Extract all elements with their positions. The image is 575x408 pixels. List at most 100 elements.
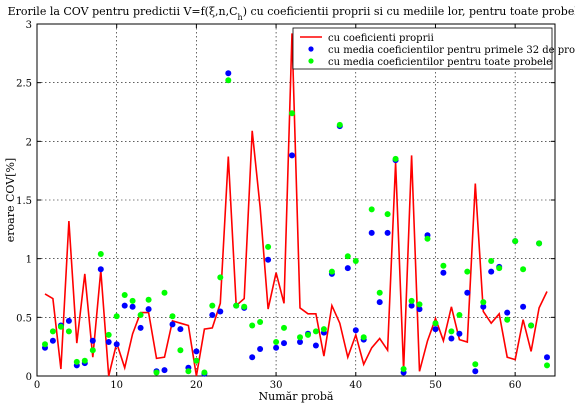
data-point bbox=[73, 358, 80, 365]
data-point bbox=[169, 313, 176, 320]
x-tick-label: 50 bbox=[429, 380, 442, 391]
data-point bbox=[297, 334, 303, 341]
x-tick-label: 40 bbox=[349, 380, 362, 391]
data-point bbox=[153, 369, 160, 376]
data-point bbox=[376, 289, 383, 296]
data-point bbox=[137, 312, 144, 318]
data-point bbox=[408, 302, 415, 309]
data-point bbox=[440, 262, 447, 269]
data-point bbox=[312, 342, 319, 349]
data-point bbox=[504, 316, 511, 323]
data-point bbox=[113, 313, 120, 320]
x-tick-label: 20 bbox=[190, 380, 203, 391]
data-point bbox=[320, 326, 327, 333]
data-point bbox=[480, 299, 487, 306]
data-point bbox=[89, 337, 96, 344]
data-point bbox=[536, 240, 543, 247]
data-point bbox=[185, 368, 192, 375]
x-tick-label: 10 bbox=[110, 380, 123, 391]
data-point bbox=[368, 206, 375, 213]
data-point bbox=[432, 326, 439, 333]
data-point bbox=[233, 302, 240, 309]
series-line bbox=[44, 33, 548, 377]
data-point bbox=[384, 211, 391, 218]
x-tick-label: 0 bbox=[34, 380, 40, 391]
data-point bbox=[512, 238, 519, 245]
data-point bbox=[312, 328, 319, 335]
data-point bbox=[344, 253, 351, 260]
data-point bbox=[528, 322, 535, 329]
data-point bbox=[488, 258, 495, 264]
data-point bbox=[352, 327, 359, 334]
data-point bbox=[225, 77, 232, 84]
data-point bbox=[448, 328, 455, 335]
data-point bbox=[217, 308, 224, 315]
data-point bbox=[65, 328, 72, 335]
data-point bbox=[193, 357, 200, 364]
y-tick-label: 2 bbox=[26, 137, 32, 148]
data-point bbox=[161, 367, 168, 374]
data-point bbox=[105, 339, 112, 345]
data-point bbox=[472, 361, 479, 368]
data-point bbox=[392, 155, 399, 162]
y-tick-label: 1 bbox=[26, 255, 32, 266]
data-point bbox=[105, 331, 112, 338]
data-point bbox=[408, 297, 415, 304]
data-point bbox=[121, 302, 128, 309]
legend-box bbox=[292, 27, 553, 70]
data-point bbox=[113, 341, 120, 348]
data-point bbox=[488, 268, 495, 275]
data-point bbox=[209, 312, 216, 318]
data-point bbox=[440, 269, 447, 276]
y-axis-label: eroare COV[%] bbox=[4, 158, 17, 242]
data-point bbox=[145, 306, 152, 313]
data-point bbox=[57, 323, 64, 330]
y-tick-label: 0.5 bbox=[16, 313, 32, 324]
data-point bbox=[97, 266, 104, 273]
data-point bbox=[416, 306, 423, 313]
data-point bbox=[249, 354, 256, 361]
data-point bbox=[273, 344, 280, 351]
x-tick-label: 30 bbox=[270, 380, 283, 391]
data-point bbox=[544, 354, 550, 361]
data-point bbox=[49, 337, 56, 344]
data-point bbox=[336, 121, 343, 128]
data-point bbox=[480, 303, 487, 310]
data-point bbox=[464, 268, 471, 275]
data-point bbox=[177, 326, 184, 333]
data-point bbox=[42, 341, 48, 348]
data-point bbox=[217, 274, 224, 281]
data-point bbox=[161, 289, 168, 296]
data-point bbox=[289, 110, 295, 117]
data-point bbox=[129, 303, 136, 310]
legend-swatch-marker bbox=[308, 46, 314, 52]
data-point bbox=[265, 256, 272, 263]
x-tick-label: 60 bbox=[509, 380, 522, 391]
data-point bbox=[496, 265, 503, 272]
data-point bbox=[97, 251, 104, 257]
legend-label: cu coeficienti proprii bbox=[328, 33, 434, 44]
data-point bbox=[81, 357, 88, 364]
data-point bbox=[368, 229, 375, 236]
data-point bbox=[384, 229, 391, 236]
data-point bbox=[504, 309, 511, 316]
data-point bbox=[137, 324, 144, 331]
data-point bbox=[328, 268, 335, 275]
data-point bbox=[424, 235, 431, 242]
y-tick-label: 2.5 bbox=[16, 79, 32, 90]
legend-label: cu media coeficientilor pentru toate pro… bbox=[328, 57, 552, 68]
data-point bbox=[177, 347, 184, 354]
data-point bbox=[520, 266, 527, 273]
data-point bbox=[201, 369, 208, 376]
legend-swatch-marker bbox=[308, 58, 314, 64]
chart-title: Erorile la COV pentru predictii V=f(ξ,n,… bbox=[8, 5, 575, 22]
data-point bbox=[456, 330, 463, 337]
y-tick-label: 3 bbox=[26, 20, 32, 31]
grid bbox=[37, 24, 555, 376]
data-point bbox=[416, 301, 423, 308]
legend-label: cu media coeficientilor pentru primele 3… bbox=[328, 45, 575, 56]
data-point bbox=[472, 368, 479, 375]
data-point bbox=[281, 324, 287, 331]
data-point bbox=[65, 317, 72, 324]
